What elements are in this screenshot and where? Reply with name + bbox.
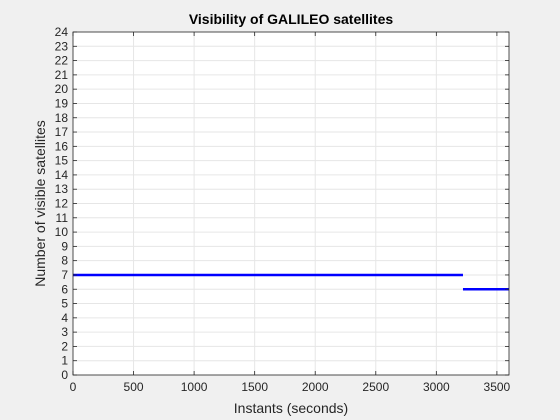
y-tick-label: 1 <box>61 354 68 368</box>
y-tick-label: 21 <box>55 68 69 82</box>
y-tick-label: 19 <box>55 96 69 110</box>
x-tick-label: 2500 <box>362 380 389 394</box>
chart-title: Visibility of GALILEO satellites <box>189 11 394 27</box>
x-ticks: 0 500 1000 1500 2000 2500 3000 3500 <box>70 32 511 394</box>
y-tick-label: 6 <box>61 282 68 296</box>
x-tick-label: 500 <box>124 380 144 394</box>
y-tick-label: 3 <box>61 325 68 339</box>
y-tick-label: 23 <box>55 39 69 53</box>
y-tick-label: 15 <box>55 154 69 168</box>
x-tick-label: 2000 <box>302 380 329 394</box>
y-tick-label: 4 <box>61 311 68 325</box>
x-tick-label: 1500 <box>241 380 268 394</box>
y-tick-label: 24 <box>55 25 69 39</box>
y-tick-label: 0 <box>61 368 68 382</box>
y-tick-label: 5 <box>61 297 68 311</box>
x-tick-label: 0 <box>70 380 77 394</box>
y-tick-label: 10 <box>55 225 69 239</box>
y-tick-label: 17 <box>55 125 69 139</box>
x-tick-label: 3000 <box>423 380 450 394</box>
y-axis-label: Number of visible satellites <box>32 120 48 287</box>
y-tick-label: 14 <box>55 168 69 182</box>
y-tick-label: 20 <box>55 82 69 96</box>
y-tick-label: 22 <box>55 54 69 68</box>
series-group <box>73 273 509 291</box>
y-tick-label: 12 <box>55 197 69 211</box>
y-tick-label: 13 <box>55 182 69 196</box>
y-tick-label: 9 <box>61 239 68 253</box>
y-tick-label: 11 <box>56 211 69 225</box>
y-tick-label: 2 <box>61 339 68 353</box>
y-tick-label: 8 <box>61 254 68 268</box>
y-tick-label: 7 <box>61 268 68 282</box>
x-axis-label: Instants (seconds) <box>234 400 348 416</box>
x-tick-label: 3500 <box>484 380 511 394</box>
y-tick-label: 16 <box>55 139 69 153</box>
x-tick-label: 1000 <box>181 380 208 394</box>
y-tick-label: 18 <box>55 111 69 125</box>
